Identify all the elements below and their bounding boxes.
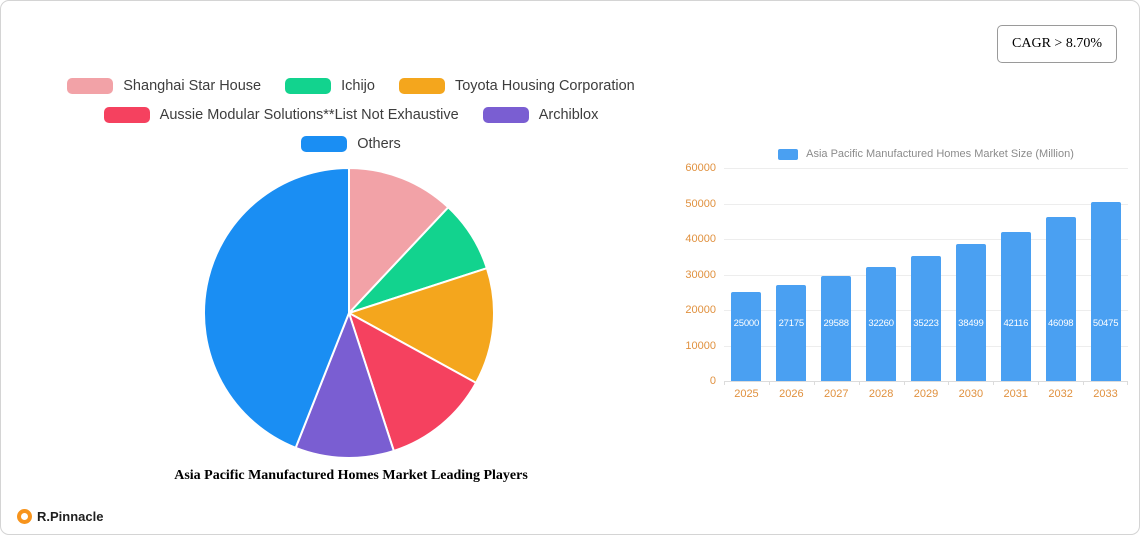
bar-value-label: 32260: [868, 318, 894, 329]
x-axis-tick: [1038, 381, 1040, 385]
x-tick-label: 2026: [779, 388, 804, 400]
bar-2027: 29588: [821, 276, 852, 381]
x-tick-label: 2033: [1093, 388, 1118, 400]
bar-2031: 42116: [1000, 231, 1031, 381]
y-tick-label: 60000: [685, 162, 716, 174]
pie-title: Asia Pacific Manufactured Homes Market L…: [174, 468, 528, 483]
x-axis-tick: [1127, 381, 1128, 385]
pie-legend-item: Archiblox: [482, 107, 599, 123]
legend-label: Toyota Housing Corporation: [454, 78, 635, 94]
y-tick-label: 30000: [685, 268, 716, 281]
bar-value-label: 50475: [1092, 318, 1119, 329]
bar-2029: 35223: [911, 256, 941, 381]
pie-legend-item: Others: [301, 136, 401, 152]
pie-legend-row: Others: [301, 136, 401, 152]
bar-x-axis: 2025 2026 2027 2028 2029 2030 2031 2032 2033: [724, 388, 1128, 402]
x-axis-tick: [993, 381, 995, 385]
y-tick-label: 40000: [685, 233, 716, 245]
x-axis-tick: [903, 381, 905, 385]
bar-legend-label: Asia Pacific Manufactured Homes Market S…: [806, 148, 1074, 160]
gridline: [724, 203, 1128, 205]
legend-swatch: [67, 78, 114, 94]
legend-label: Others: [357, 136, 401, 152]
pie-legend-item: Aussie Modular Solutions**List Not Exhau…: [103, 107, 459, 123]
legend-swatch: [482, 107, 529, 123]
bar-value-label: 35223: [913, 318, 939, 329]
x-axis-tick: [858, 381, 860, 385]
x-tick-label: 2030: [958, 388, 984, 400]
x-axis-tick: [813, 381, 815, 385]
pie-legend-item: Ichijo: [285, 78, 375, 94]
gridline: [724, 239, 1128, 240]
x-axis-tick: [948, 381, 950, 385]
y-tick-label: 0: [709, 375, 716, 387]
cagr-text: CAGR > 8.70%: [1012, 36, 1102, 51]
bar-value-label: 25000: [733, 318, 760, 329]
bar-chart: 25000 27175 29588 32260 35223 38499 42116 46098…: [724, 168, 1128, 385]
pie-slice: [348, 267, 495, 384]
legend-swatch: [301, 136, 348, 152]
bar-2033: 50475: [1090, 201, 1121, 381]
pie-chart: [203, 167, 495, 459]
x-tick-label: 2027: [824, 388, 849, 400]
legend-swatch: [103, 107, 150, 123]
bar-value-label: 38499: [958, 318, 984, 329]
brand-logo: R.Pinnacle: [17, 509, 103, 524]
y-tick-label: 50000: [685, 197, 716, 210]
bar-value-label: 29588: [823, 318, 849, 329]
gridline: [724, 168, 1128, 169]
pie-legend-item: Toyota Housing Corporation: [398, 78, 635, 94]
x-tick-label: 2028: [868, 388, 894, 400]
pie-legend: Shanghai Star House Ichijo Toyota Housing …: [1, 78, 701, 152]
bar-2030: 38499: [955, 244, 986, 381]
x-tick-label: 2025: [734, 388, 759, 400]
legend-label: Ichijo: [341, 78, 375, 94]
x-tick-label: 2031: [1003, 388, 1028, 400]
pie-slice: [348, 167, 450, 314]
pie-legend-row: Shanghai Star House Ichijo Toyota Housing …: [67, 78, 635, 94]
pie-slice: [203, 167, 350, 449]
bar-2028: 32260: [866, 266, 897, 381]
legend-swatch: [398, 78, 445, 94]
bar-value-label: 27175: [778, 318, 805, 329]
bar-value-label: 42116: [1003, 318, 1029, 329]
x-axis-tick: [768, 381, 770, 385]
legend-label: Aussie Modular Solutions**List Not Exhau…: [159, 107, 459, 123]
pie-legend-item: Shanghai Star House: [67, 78, 261, 94]
bar-y-axis: 0 10000 20000 30000 40000 50000 60000: [654, 162, 716, 387]
x-axis-tick: [1083, 381, 1085, 385]
pie-slice: [294, 312, 395, 459]
logo-icon: [17, 509, 32, 524]
x-axis-tick: [724, 381, 725, 385]
x-tick-label: 2029: [913, 388, 939, 400]
cagr-badge: CAGR > 8.70%: [997, 25, 1117, 63]
legend-swatch: [285, 78, 332, 94]
logo-text: R.Pinnacle: [37, 509, 104, 524]
bar-2025: 25000: [731, 292, 762, 381]
pie-slice: [348, 312, 478, 452]
x-tick-label: 2032: [1048, 388, 1073, 400]
bar-2026: 27175: [776, 284, 807, 381]
bar-value-label: 46098: [1047, 318, 1074, 329]
legend-label: Shanghai Star House: [123, 78, 262, 94]
bar-2032: 46098: [1045, 217, 1076, 381]
legend-label: Archiblox: [538, 107, 599, 123]
y-tick-label: 20000: [685, 304, 716, 316]
bar-legend: Asia Pacific Manufactured Homes Market S…: [724, 148, 1128, 160]
pie-legend-row: Aussie Modular Solutions**List Not Exhau…: [103, 107, 599, 123]
y-tick-label: 10000: [685, 339, 716, 352]
bar-legend-swatch: [778, 148, 799, 160]
